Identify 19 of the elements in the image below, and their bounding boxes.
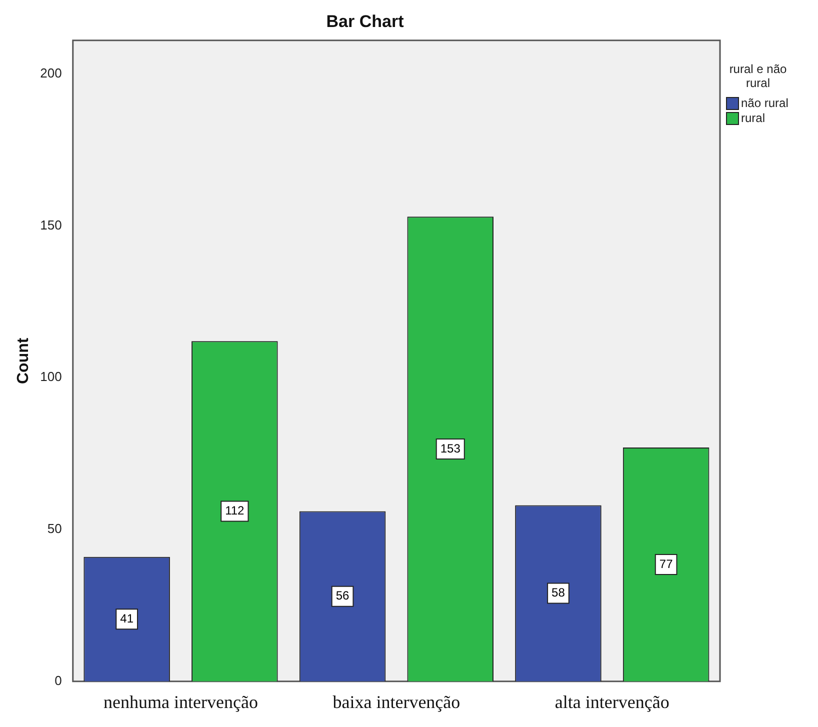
legend-label: rural	[741, 111, 766, 125]
data-label: 41	[120, 611, 134, 626]
y-tick-label: 0	[54, 672, 62, 688]
y-tick-label: 200	[40, 65, 62, 80]
data-label: 58	[552, 586, 566, 600]
x-tick-label: nenhuma intervenção	[104, 692, 258, 712]
data-label: 112	[225, 504, 245, 518]
y-axis-title: Count	[15, 337, 32, 384]
data-label: 56	[336, 588, 350, 603]
data-label: 153	[440, 441, 461, 456]
chart-title: Bar Chart	[326, 12, 404, 31]
legend-label: não rural	[741, 96, 788, 110]
x-tick-label: alta intervenção	[554, 692, 670, 712]
legend-title: rural e não rural	[728, 62, 788, 90]
y-tick-label: 100	[40, 369, 62, 384]
y-tick-label: 150	[40, 217, 62, 232]
x-tick-label: baixa intervenção	[332, 692, 460, 712]
data-label: 77	[659, 556, 674, 571]
y-tick-label: 50	[47, 521, 62, 536]
